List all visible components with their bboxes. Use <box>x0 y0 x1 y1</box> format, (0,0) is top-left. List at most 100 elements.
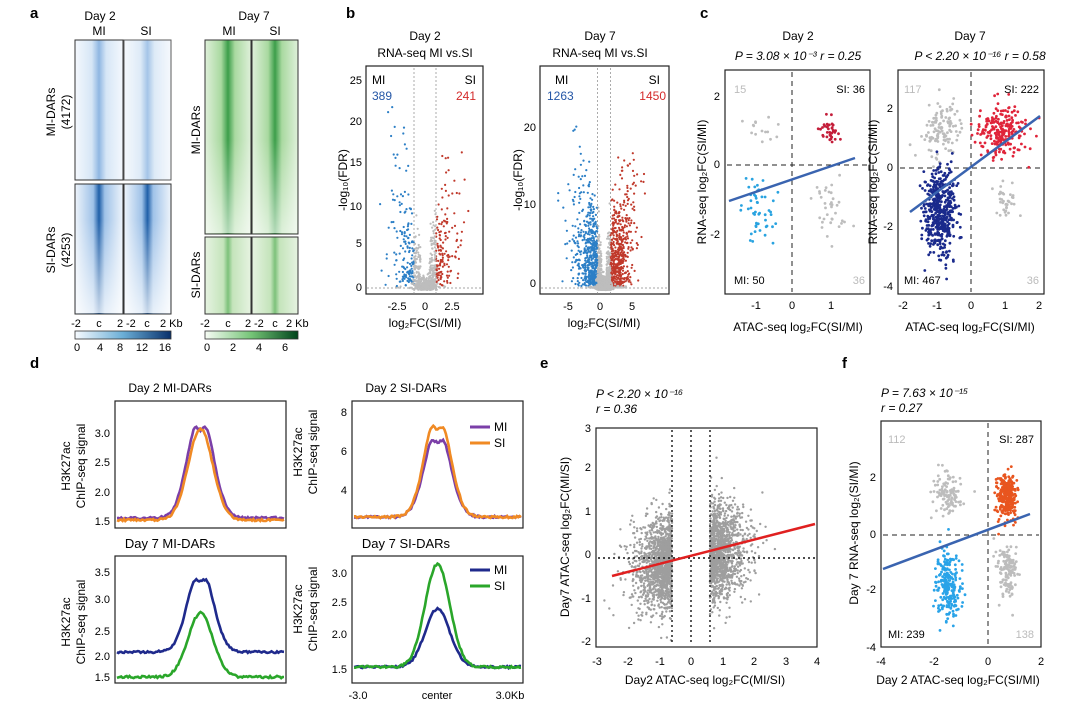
volcano-point <box>633 222 636 225</box>
volcano-point <box>441 256 444 259</box>
volcano-point <box>411 247 414 250</box>
volcano-day7-points <box>541 68 668 294</box>
volcano-point <box>421 278 424 281</box>
volcano-point <box>624 193 627 196</box>
scatter-e-point <box>755 529 758 533</box>
profile-title-1: Day 2 MI-DARs <box>128 381 211 395</box>
volcano-point <box>584 266 587 269</box>
volcano-point <box>401 265 404 268</box>
volcano-point <box>402 225 405 229</box>
scatter-e-point <box>750 524 753 528</box>
scatter-c7-point <box>1001 191 1005 195</box>
volcano-point <box>588 211 592 214</box>
volcano-point <box>609 285 612 288</box>
scatter-c2-point <box>752 212 755 215</box>
scatter-e-point <box>733 496 736 499</box>
scatter-c7-point <box>948 249 951 253</box>
scatter-xtick: 0 <box>968 300 974 312</box>
scatter-c7-point <box>991 159 995 162</box>
volcano-point <box>396 153 399 156</box>
scatter-c2-point <box>830 140 834 144</box>
scatter-c7-point <box>946 220 949 224</box>
volcano-ytick: 25 <box>350 75 362 87</box>
scatter-c7-point <box>931 202 935 205</box>
heatmap-tick: -2 <box>71 318 81 330</box>
volcano-point <box>614 280 618 284</box>
volcano-point <box>610 243 614 246</box>
volcano-point <box>596 284 599 287</box>
scatter-xtick: 0 <box>789 300 795 312</box>
scatter-c7-point <box>998 150 1001 154</box>
scatter-c-day2-xticks: -1 0 1 <box>751 300 834 312</box>
scatter-c7-point <box>996 102 1000 105</box>
volcano-point <box>412 250 415 253</box>
volcano-point <box>444 157 447 160</box>
volcano-point <box>442 225 445 228</box>
scatter-c7-point <box>994 107 998 111</box>
scatter-e-point <box>716 577 719 580</box>
volcano-point <box>587 206 590 209</box>
volcano-point <box>617 215 620 218</box>
volcano-point <box>431 247 434 250</box>
volcano-point <box>623 159 626 162</box>
volcano-point <box>455 238 459 241</box>
regression-line <box>909 114 1041 214</box>
scatter-c7-point <box>938 122 942 125</box>
scatter-c2-point <box>825 235 829 238</box>
scatter-c7-point <box>992 127 995 131</box>
volcano-point <box>619 279 622 282</box>
scatter-e-point <box>660 612 664 616</box>
volcano-day7-xlabel: log₂FC(SI/MI) <box>568 316 641 330</box>
volcano-point <box>580 276 583 280</box>
volcano-point <box>631 169 635 172</box>
volcano-point <box>415 214 418 217</box>
volcano-point <box>595 230 598 233</box>
volcano-point <box>399 285 402 288</box>
volcano-point <box>387 226 390 229</box>
scatter-c7-point <box>997 131 1000 135</box>
scatter-c7-point <box>1017 121 1020 125</box>
scatter-e-point <box>713 601 717 604</box>
scatter-c7-point <box>1029 127 1032 131</box>
volcano-point <box>434 255 437 258</box>
scatter-c7-point <box>1014 114 1017 117</box>
volcano-point <box>587 258 590 261</box>
scatter-c7-point <box>943 239 947 243</box>
volcano-point <box>414 279 417 282</box>
volcano-point <box>615 211 618 214</box>
scatter-c7-point <box>999 109 1003 113</box>
volcano-point <box>625 214 628 217</box>
profile-ylabel-a: H3K27ac <box>291 427 305 476</box>
scatter-c7-point <box>942 253 946 257</box>
scatter-c2-point <box>838 173 841 177</box>
volcano-point <box>416 247 420 250</box>
scatter-c7-point <box>952 198 956 202</box>
volcano-point <box>429 284 433 288</box>
volcano-point <box>574 225 577 228</box>
volcano-point <box>587 185 591 188</box>
volcano-point <box>612 227 615 230</box>
volcano-point <box>418 267 421 270</box>
volcano-point <box>577 249 580 252</box>
volcano-point <box>626 186 629 189</box>
scatter-c7-point <box>1002 121 1005 125</box>
volcano-point <box>618 219 621 222</box>
volcano-point <box>608 231 611 234</box>
scatter-c7-point <box>998 197 1002 201</box>
scatter-e-point <box>655 520 658 523</box>
profile-title-4: Day 7 SI-DARs <box>362 536 451 551</box>
volcano-point <box>430 253 434 257</box>
scatter-e-point <box>633 526 636 529</box>
volcano-point <box>405 208 408 211</box>
heatmap-d7-mi-bottom <box>204 236 252 315</box>
colorbar-tick: 4 <box>256 342 262 354</box>
volcano-point <box>627 230 630 233</box>
heatmap-tick: 2 <box>245 318 251 330</box>
volcano-point <box>448 230 451 233</box>
volcano-point <box>591 198 594 201</box>
volcano-point <box>414 285 417 288</box>
volcano-point <box>603 283 606 286</box>
volcano-point <box>410 222 413 225</box>
volcano-point <box>379 203 382 206</box>
scatter-e-point <box>725 616 728 619</box>
